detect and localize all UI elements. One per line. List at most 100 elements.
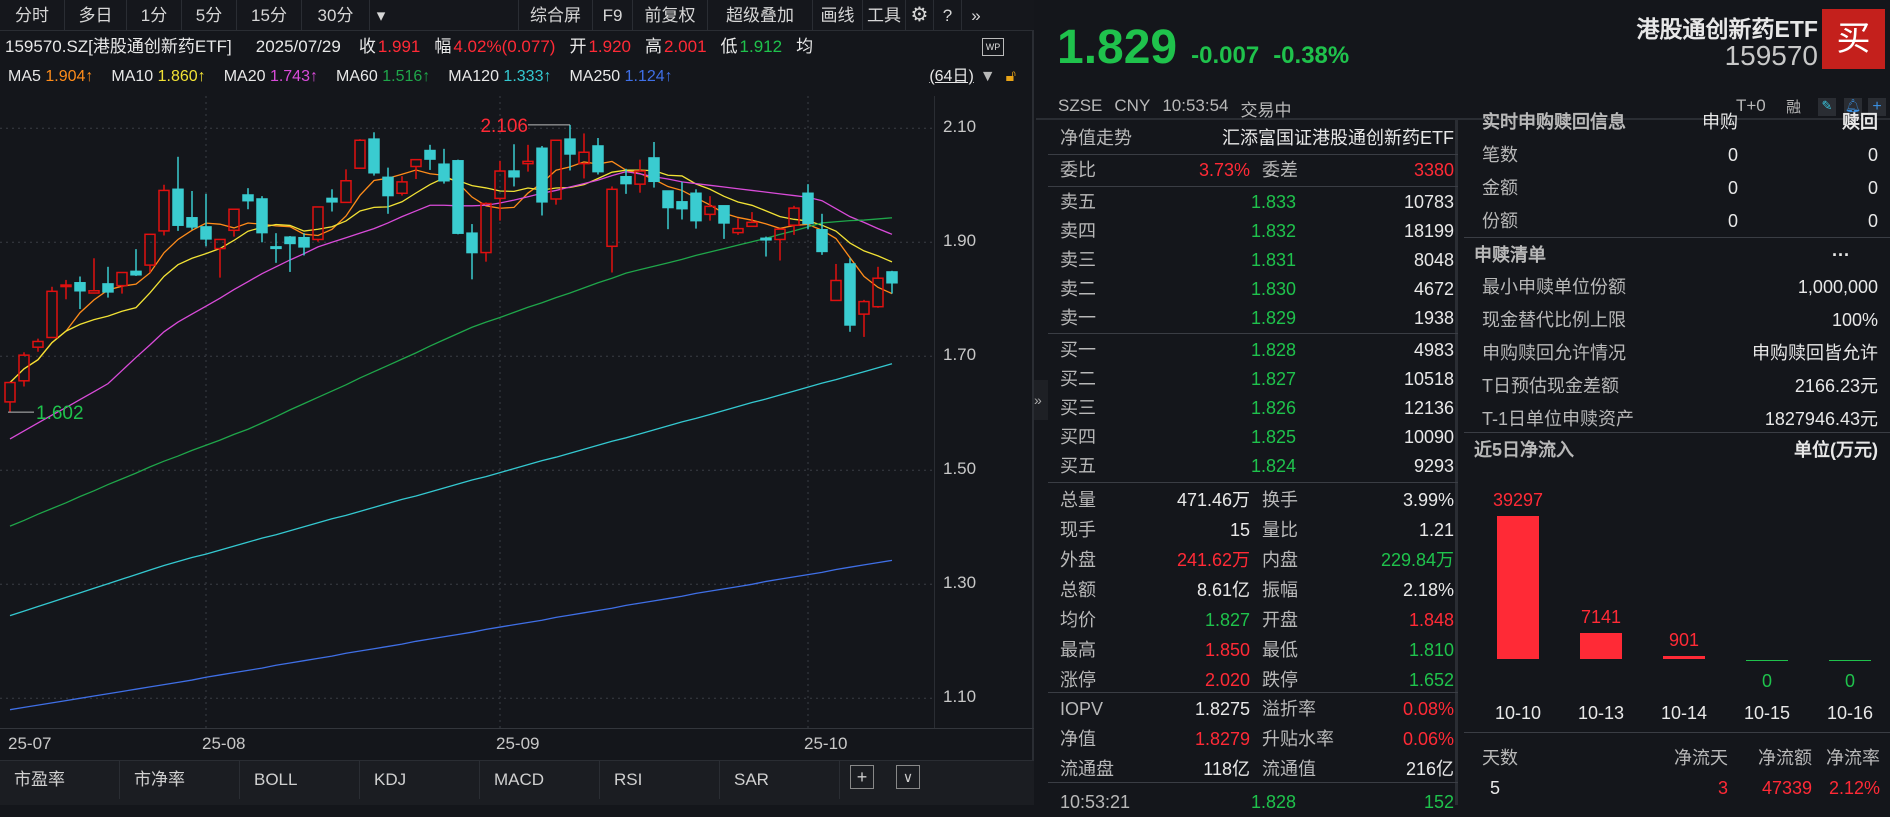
indicator-tab-MACD[interactable]: MACD [480, 761, 600, 799]
row-label-2: 换手 [1262, 490, 1298, 510]
row-value: 471.46万 [1176, 490, 1250, 510]
summary-value: 47339 [1761, 778, 1812, 798]
indicator-tab-市盈率[interactable]: 市盈率 [0, 761, 120, 799]
period-tab-1分[interactable]: 1分 [127, 0, 182, 31]
row-value-2: 3.99% [1402, 490, 1454, 510]
order-ratio-row: 委比 3.73% 委差 3380 [1048, 156, 1458, 185]
toolbar-画线[interactable]: 画线 [813, 0, 863, 31]
collapse-panel-button[interactable]: » [1034, 380, 1048, 420]
ma-legend-MA5: MA5 1.904↑ [8, 62, 93, 92]
net-inflow-header: 近5日净流入 单位(万元) [1464, 434, 1890, 466]
candle-down [172, 188, 184, 226]
divider [1048, 482, 1458, 483]
buy-button[interactable]: 买 [1822, 9, 1885, 69]
row-label: 买三 [1060, 398, 1096, 418]
row-value: 1.829 [1250, 308, 1296, 328]
indicator-tab-BOLL[interactable]: BOLL [240, 761, 360, 799]
trade-status: 交易中 [1240, 101, 1292, 120]
x-tick-label: 25-09 [496, 734, 540, 753]
bell-icon[interactable]: 🔔︎ [1844, 98, 1862, 116]
range-selector[interactable]: (64日) [929, 68, 974, 85]
y-tick-label: 1.10 [943, 687, 977, 707]
flow-value-label: 0 [1844, 671, 1855, 691]
row-label: 委比 [1060, 160, 1096, 180]
ma-legend: MA5 1.904↑ MA10 1.860↑ MA20 1.743↑ MA60 1.5… [0, 62, 1034, 92]
candle-down [690, 192, 702, 222]
ma-value: 1.124↑ [624, 68, 673, 85]
more-periods-dropdown[interactable]: ▾ [376, 6, 386, 25]
row-label: 金额 [1482, 178, 1518, 198]
row-value-sub: 0 [1727, 211, 1738, 231]
creation-list-header: 申赎清单 ··· [1464, 239, 1890, 271]
margin-badge: 融 [1786, 99, 1802, 116]
divider [1048, 692, 1458, 693]
candle-down [186, 217, 198, 228]
period-tab-5分[interactable]: 5分 [182, 0, 237, 31]
change-value: 4.02%(0.077) [453, 37, 556, 56]
row-value: 1.8275 [1194, 699, 1250, 719]
nav-trend-link[interactable]: 净值走势 [1060, 128, 1132, 148]
candle-down [816, 229, 828, 253]
indicator-menu-button[interactable]: ∨ [896, 765, 920, 789]
high-label: 高 [645, 37, 662, 56]
row-value-2: 8048 [1413, 250, 1454, 270]
row-value-2: 1.810 [1408, 640, 1454, 660]
ask-level: 卖三 1.831 8048 [1048, 246, 1458, 275]
ma-legend-MA120: MA120 1.333↑ [448, 62, 551, 92]
edit-icon[interactable]: ✎ [1818, 98, 1836, 116]
period-tab-30分[interactable]: 30分 [302, 0, 370, 31]
add-watchlist-icon[interactable]: + [1868, 98, 1886, 116]
candle-down [382, 176, 394, 197]
period-tab-分时[interactable]: 分时 [0, 0, 65, 31]
add-indicator-button[interactable]: + [850, 765, 874, 789]
kline-chart[interactable]: 2.106 1.602 [0, 96, 934, 728]
range-dropdown-icon[interactable]: ▼ [979, 68, 996, 85]
candle-down [326, 197, 338, 203]
candle-down [256, 198, 268, 234]
flow-date-label: 10-16 [1826, 703, 1874, 723]
period-tab-15分[interactable]: 15分 [237, 0, 302, 31]
flow-value-label: 0 [1761, 671, 1772, 691]
row-label-2: 振幅 [1262, 580, 1298, 600]
gear-icon[interactable]: ⚙ [906, 0, 934, 31]
row-value: 241.62万 [1176, 550, 1250, 570]
help-icon[interactable]: ? [934, 0, 962, 31]
indicator-tab-RSI[interactable]: RSI [600, 761, 720, 799]
t0-badge: T+0 [1736, 96, 1766, 115]
candle-down [760, 237, 772, 241]
row-label-2: 委差 [1262, 160, 1298, 180]
candle-up [872, 277, 884, 308]
toolbar-综合屏[interactable]: 综合屏 [518, 0, 593, 31]
candle-down [802, 192, 814, 225]
bid-level: 买三 1.826 12136 [1048, 394, 1458, 423]
currency: CNY [1114, 96, 1151, 115]
divider [1048, 154, 1458, 155]
ma-label: MA20 [223, 68, 270, 85]
realtime-row: 份额 0 0 [1464, 205, 1890, 237]
candle-down [564, 138, 576, 155]
ask-level: 卖四 1.832 18199 [1048, 217, 1458, 246]
indicator-tab-KDJ[interactable]: KDJ [360, 761, 480, 799]
candle-down [242, 194, 254, 202]
realtime-row: 笔数 0 0 [1464, 139, 1890, 171]
toolbar-工具[interactable]: 工具 [863, 0, 906, 31]
period-tab-多日[interactable]: 多日 [65, 0, 127, 31]
double-chevron-right-icon[interactable]: » [971, 6, 981, 25]
stat-row: 总额 8.61亿 振幅 2.18% [1048, 576, 1458, 605]
wp-monitor-icon[interactable]: WP [982, 37, 1004, 56]
security-code: 159570 [1724, 40, 1818, 71]
row-value: 1.827 [1250, 369, 1296, 389]
toolbar-前复权[interactable]: 前复权 [633, 0, 708, 31]
row-value: 2.020 [1204, 670, 1250, 690]
candle-down [74, 282, 86, 292]
indicator-tab-SAR[interactable]: SAR [720, 761, 840, 799]
row-value: 1.827 [1204, 610, 1250, 630]
toolbar-超级叠加[interactable]: 超级叠加 [708, 0, 813, 31]
etf-stat-row: 净值 1.8279 升贴水率 0.06% [1048, 725, 1458, 754]
indicator-tab-市净率[interactable]: 市净率 [120, 761, 240, 799]
candle-up [858, 300, 870, 315]
nav-trend-row[interactable]: 净值走势 汇添富国证港股通创新药ETF [1048, 124, 1458, 153]
toolbar-F9[interactable]: F9 [593, 0, 633, 31]
lock-icon[interactable]: 🔓︎ [1005, 68, 1016, 85]
row-label: 现手 [1060, 520, 1096, 540]
